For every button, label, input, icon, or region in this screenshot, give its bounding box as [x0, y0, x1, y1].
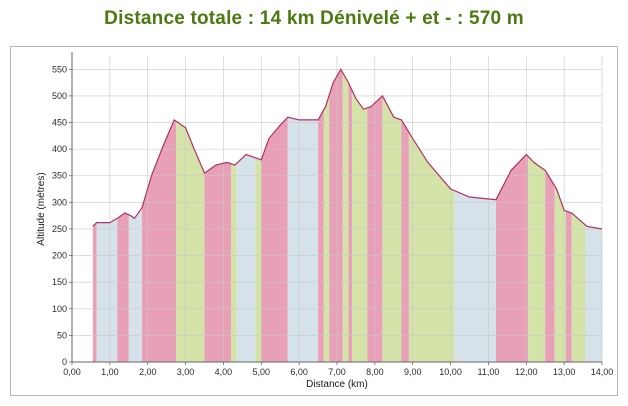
- y-tick-label-7: 350: [52, 171, 67, 181]
- band-climb-12: [318, 109, 324, 363]
- x-tick-label-0: 0,00: [63, 367, 81, 377]
- x-tick-label-7: 7,00: [328, 367, 346, 377]
- y-tick-label-5: 250: [52, 224, 67, 234]
- y-tick-label-8: 400: [52, 144, 67, 154]
- x-tick-label-2: 2,00: [139, 367, 157, 377]
- band-climb-16: [348, 82, 353, 362]
- band-descent-9: [255, 157, 262, 362]
- x-tick-label-10: 10,00: [439, 367, 462, 377]
- band-flat-11: [287, 117, 319, 362]
- terrain-bands: [92, 69, 602, 363]
- band-climb-23: [496, 154, 529, 362]
- band-climb-2: [117, 213, 129, 362]
- band-climb-27: [566, 211, 572, 362]
- x-tick-label-11: 11,00: [477, 367, 499, 377]
- x-axis-label: Distance (km): [306, 379, 368, 390]
- x-tick-label-13: 13,00: [553, 367, 576, 377]
- band-descent-24: [528, 156, 546, 362]
- band-descent-5: [176, 121, 205, 362]
- x-tick-label-5: 5,00: [253, 367, 271, 377]
- band-climb-6: [204, 162, 231, 362]
- x-tick-label-3: 3,00: [177, 367, 195, 377]
- y-tick-label-1: 50: [57, 330, 67, 340]
- y-tick-label-6: 300: [52, 197, 67, 207]
- y-axis-label: Altitude (mètres): [36, 172, 47, 245]
- band-descent-26: [554, 185, 566, 362]
- x-tick-label-4: 4,00: [215, 367, 233, 377]
- band-descent-13: [323, 94, 330, 362]
- band-descent-7: [231, 163, 237, 362]
- band-climb-14: [329, 69, 343, 363]
- band-climb-20: [401, 119, 409, 363]
- x-tick-label-8: 8,00: [366, 367, 384, 377]
- y-tick-label-2: 100: [52, 304, 67, 314]
- chart-title: Distance totale : 14 km Dénivelé + et - …: [104, 8, 524, 29]
- x-tick-label-6: 6,00: [290, 367, 308, 377]
- grid-lines: [71, 56, 603, 363]
- band-flat-29: [585, 224, 602, 362]
- x-tick-label-12: 12,00: [515, 367, 538, 377]
- band-flat-8: [236, 154, 256, 362]
- profile-line: [92, 68, 603, 230]
- band-descent-15: [342, 72, 349, 362]
- band-descent-28: [571, 213, 585, 362]
- profile-line-group: [92, 68, 603, 230]
- y-tick-label-10: 500: [52, 91, 67, 101]
- band-flat-22: [454, 190, 496, 362]
- y-tick-label-9: 450: [52, 118, 67, 128]
- band-flat-1: [96, 218, 118, 362]
- x-tick-label-9: 9,00: [404, 367, 422, 377]
- tick-labels: 0 50 100 150 200 250 300 350 400 450 500 550 0,00 1,0…: [52, 64, 613, 377]
- band-flat-3: [128, 207, 142, 362]
- x-tick-label-14: 14,00: [591, 367, 614, 377]
- band-climb-10: [261, 117, 288, 362]
- y-tick-label-4: 200: [52, 251, 67, 261]
- x-tick-label-1: 1,00: [101, 367, 119, 377]
- y-tick-label-3: 150: [52, 277, 67, 287]
- band-descent-17: [352, 90, 368, 362]
- band-descent-21: [408, 132, 455, 362]
- y-tick-label-0: 0: [62, 357, 67, 367]
- band-climb-0: [92, 222, 97, 362]
- band-climb-25: [545, 170, 555, 362]
- y-tick-label-11: 550: [52, 64, 67, 74]
